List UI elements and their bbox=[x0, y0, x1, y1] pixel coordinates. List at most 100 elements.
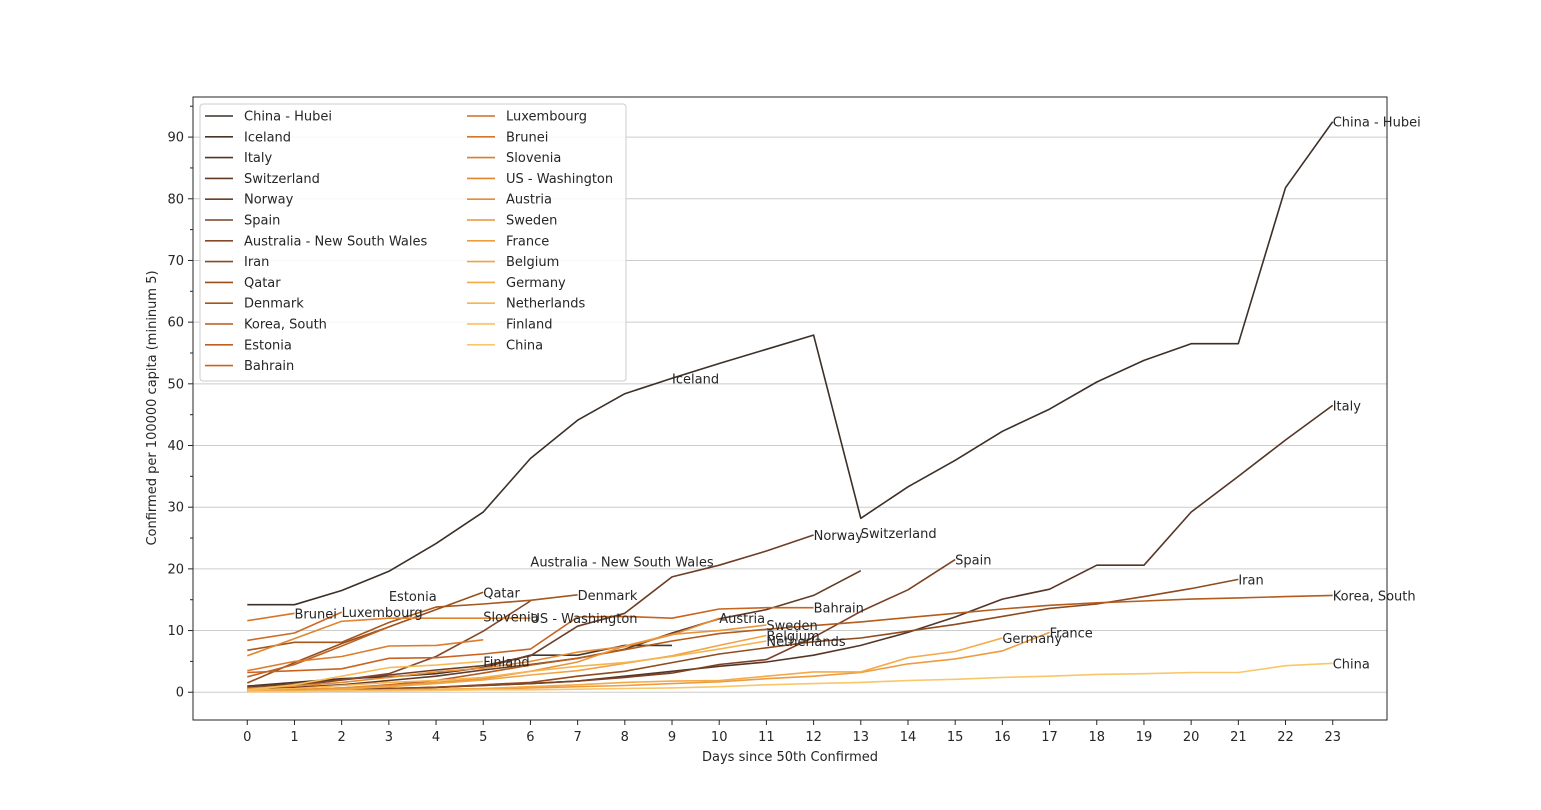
series-line-16 bbox=[247, 617, 531, 657]
end-label-9: Denmark bbox=[578, 589, 638, 604]
y-tick-label-30: 30 bbox=[167, 501, 184, 516]
end-label-10: Korea, South bbox=[1333, 589, 1416, 604]
plot-frame bbox=[192, 96, 1388, 721]
x-tick-label-17: 17 bbox=[1041, 730, 1058, 745]
end-label-22: Netherlands bbox=[766, 635, 845, 650]
x-tick-label-10: 10 bbox=[711, 730, 728, 745]
end-label-17: Austria bbox=[719, 612, 765, 627]
end-label-7: Iran bbox=[1238, 573, 1263, 588]
series-lines bbox=[246, 121, 1334, 693]
series-line-14 bbox=[247, 612, 295, 622]
end-label-24: China bbox=[1333, 657, 1370, 672]
legend-label-15: Slovenia bbox=[506, 151, 561, 166]
x-tick-label-5: 5 bbox=[479, 730, 487, 745]
end-label-2: Italy bbox=[1333, 399, 1362, 414]
legend-label-21: Germany bbox=[506, 276, 566, 291]
x-tick-label-20: 20 bbox=[1183, 730, 1200, 745]
series-line-20 bbox=[247, 634, 767, 692]
series-line-11 bbox=[247, 626, 390, 678]
end-label-23: Finland bbox=[483, 655, 529, 670]
legend-label-14: Brunei bbox=[506, 130, 548, 145]
legend-label-19: France bbox=[506, 234, 549, 249]
x-tick-label-14: 14 bbox=[900, 730, 917, 745]
series-line-24 bbox=[247, 662, 1333, 693]
end-label-3: Switzerland bbox=[861, 527, 937, 542]
end-label-19: France bbox=[1050, 626, 1093, 641]
y-axis-ticks: 0 10 20 30 40 50 60 70 80 90 bbox=[167, 105, 193, 701]
y-tick-label-50: 50 bbox=[167, 377, 184, 392]
x-tick-label-21: 21 bbox=[1230, 730, 1247, 745]
y-tick-label-90: 90 bbox=[167, 131, 184, 146]
legend: China - Hubei Iceland Italy Switzerland Norw… bbox=[199, 103, 627, 382]
legend-label-10: Korea, South bbox=[244, 318, 327, 333]
x-tick-label-2: 2 bbox=[338, 730, 346, 745]
end-label-20: Belgium bbox=[766, 629, 819, 644]
end-label-21: Germany bbox=[1002, 632, 1062, 647]
x-axis-ticks: 0 1 2 3 4 5 6 7 8 9 10 11 12 13 14 15 16 17 18 19 20 21 22 23 bbox=[243, 720, 1341, 745]
x-tick-label-13: 13 bbox=[853, 730, 870, 745]
legend-label-13: Luxembourg bbox=[506, 110, 587, 125]
legend-label-20: Belgium bbox=[506, 255, 559, 270]
series-line-12 bbox=[247, 606, 814, 674]
end-label-1: Iceland bbox=[672, 372, 719, 387]
x-tick-label-4: 4 bbox=[432, 730, 440, 745]
x-tick-label-7: 7 bbox=[573, 730, 581, 745]
y-tick-label-80: 80 bbox=[167, 192, 184, 207]
x-tick-label-23: 23 bbox=[1324, 730, 1341, 745]
x-tick-label-0: 0 bbox=[243, 730, 251, 745]
end-label-13: Luxembourg bbox=[342, 606, 423, 621]
series-end-labels: China - Hubei Iceland Italy SwitzerlandNorw… bbox=[294, 116, 1420, 673]
legend-label-11: Estonia bbox=[244, 338, 292, 353]
y-tick-label-60: 60 bbox=[167, 316, 184, 331]
legend-box bbox=[199, 103, 627, 382]
legend-label-17: Austria bbox=[506, 193, 552, 208]
x-tick-label-18: 18 bbox=[1088, 730, 1105, 745]
series-line-13 bbox=[247, 611, 343, 642]
legend-label-8: Qatar bbox=[244, 276, 281, 291]
legend-label-22: Netherlands bbox=[506, 297, 585, 312]
x-tick-label-16: 16 bbox=[994, 730, 1011, 745]
series-line-23 bbox=[247, 660, 484, 691]
end-label-14: Brunei bbox=[294, 607, 336, 622]
x-tick-label-3: 3 bbox=[385, 730, 393, 745]
x-axis-title: Days since 50th Confirmed bbox=[702, 750, 878, 765]
legend-label-24: China bbox=[506, 338, 543, 353]
legend-label-0: China - Hubei bbox=[244, 110, 332, 125]
end-label-0: China - Hubei bbox=[1333, 116, 1421, 131]
y-tick-label-20: 20 bbox=[167, 562, 184, 577]
x-tick-label-15: 15 bbox=[947, 730, 964, 745]
end-label-4: Norway bbox=[814, 529, 864, 544]
x-tick-label-12: 12 bbox=[805, 730, 822, 745]
legend-label-18: Sweden bbox=[506, 214, 557, 229]
x-tick-label-6: 6 bbox=[526, 730, 534, 745]
legend-label-2: Italy bbox=[244, 151, 273, 166]
end-label-15: Slovenia bbox=[483, 610, 538, 625]
y-axis-title: Confirmed per 100000 capita (mininum 5) bbox=[145, 270, 160, 545]
y-tick-label-0: 0 bbox=[176, 686, 184, 701]
y-tick-label-10: 10 bbox=[167, 624, 184, 639]
legend-label-3: Switzerland bbox=[244, 172, 320, 187]
legend-label-23: Finland bbox=[506, 318, 552, 333]
y-tick-label-40: 40 bbox=[167, 439, 184, 454]
legend-label-1: Iceland bbox=[244, 130, 291, 145]
series-line-22 bbox=[247, 640, 767, 691]
legend-label-7: Iran bbox=[244, 255, 269, 270]
end-label-5: Spain bbox=[955, 554, 991, 569]
legend-label-9: Denmark bbox=[244, 297, 304, 312]
end-label-12: Bahrain bbox=[814, 602, 864, 617]
legend-label-6: Australia - New South Wales bbox=[244, 234, 427, 249]
legend-label-4: Norway bbox=[244, 193, 294, 208]
series-line-21 bbox=[247, 637, 1003, 693]
series-line-0 bbox=[247, 121, 1334, 606]
x-tick-label-8: 8 bbox=[621, 730, 629, 745]
end-label-8: Qatar bbox=[483, 586, 520, 601]
series-line-7 bbox=[247, 578, 1239, 693]
x-tick-label-11: 11 bbox=[758, 730, 775, 745]
series-line-15 bbox=[247, 639, 484, 672]
end-label-11: Estonia bbox=[389, 590, 437, 605]
end-label-6: Australia - New South Wales bbox=[530, 555, 713, 570]
legend-label-5: Spain bbox=[244, 214, 280, 229]
series-line-9 bbox=[247, 594, 578, 652]
end-label-16: US - Washington bbox=[530, 612, 637, 627]
